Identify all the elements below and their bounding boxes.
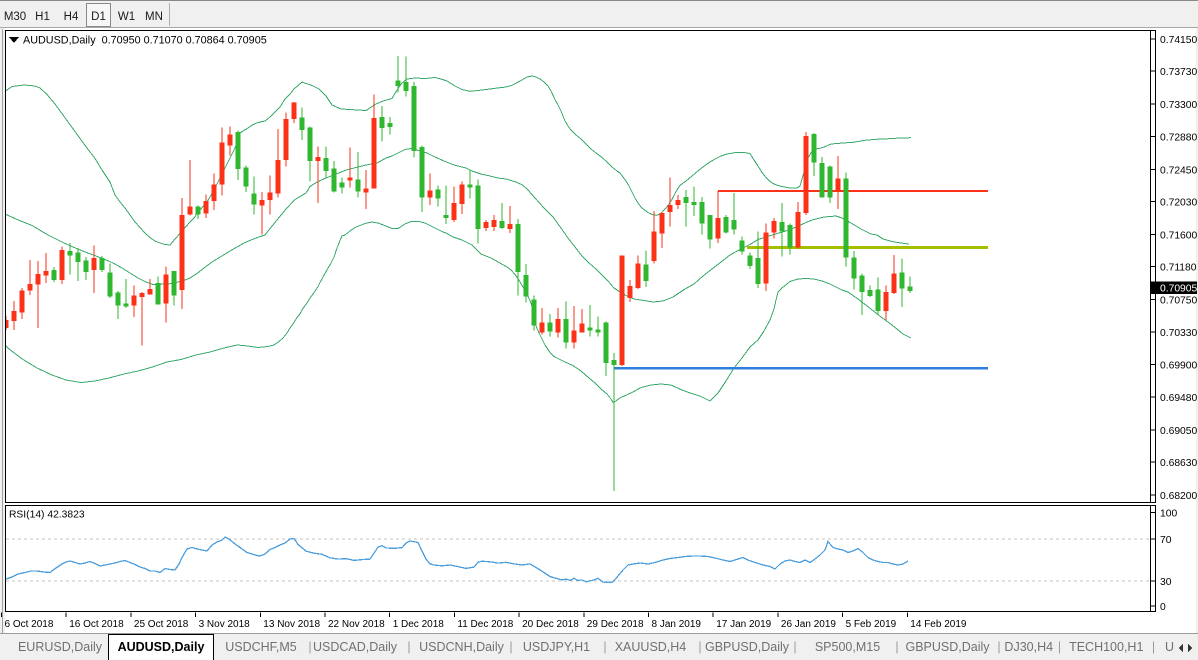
svg-text:MN: MN [145, 11, 163, 23]
svg-text:XAUUSD,H4: XAUUSD,H4 [615, 640, 687, 654]
svg-text:D1: D1 [91, 11, 106, 23]
svg-text:70: 70 [1160, 535, 1172, 546]
svg-text:GBPUSD,Daily: GBPUSD,Daily [705, 640, 790, 654]
svg-text:13 Nov 2018: 13 Nov 2018 [263, 619, 320, 630]
svg-text:0: 0 [1160, 602, 1166, 613]
svg-text:14 Feb 2019: 14 Feb 2019 [910, 619, 967, 630]
svg-text:AUDUSD,Daily: AUDUSD,Daily [118, 640, 205, 654]
svg-text:H1: H1 [35, 11, 50, 23]
svg-text:|: | [407, 640, 410, 654]
svg-text:USDCHF,M5: USDCHF,M5 [225, 640, 297, 654]
svg-text:|: | [1058, 640, 1061, 654]
svg-text:|: | [997, 640, 1000, 654]
svg-text:25 Oct 2018: 25 Oct 2018 [134, 619, 189, 630]
svg-text:SP500,M15: SP500,M15 [815, 640, 880, 654]
svg-text:|: | [308, 640, 311, 654]
svg-text:USDJPY,H1: USDJPY,H1 [523, 640, 590, 654]
svg-text:U: U [1165, 640, 1174, 654]
svg-text:AUDUSD,Daily 0.70950 0.71070: AUDUSD,Daily 0.70950 0.71070 0.70864 0.7… [23, 35, 267, 47]
svg-text:|: | [603, 640, 606, 654]
svg-text:0.72880: 0.72880 [1160, 132, 1197, 143]
svg-text:M30: M30 [4, 11, 26, 23]
svg-text:DJ30,H4: DJ30,H4 [1004, 640, 1053, 654]
svg-text:0.69480: 0.69480 [1160, 393, 1197, 404]
svg-text:1 Dec 2018: 1 Dec 2018 [393, 619, 445, 630]
svg-text:100: 100 [1160, 509, 1177, 520]
svg-text:|: | [793, 640, 796, 654]
svg-text:RSI(14) 42.3823: RSI(14) 42.3823 [9, 510, 85, 521]
svg-text:|: | [895, 640, 898, 654]
svg-text:5 Feb 2019: 5 Feb 2019 [846, 619, 897, 630]
svg-text:GBPUSD,Daily: GBPUSD,Daily [905, 640, 990, 654]
svg-text:30: 30 [1160, 577, 1172, 588]
svg-text:EURUSD,Daily: EURUSD,Daily [18, 640, 103, 654]
svg-text:20 Dec 2018: 20 Dec 2018 [522, 619, 579, 630]
svg-text:|: | [698, 640, 701, 654]
svg-text:8 Jan 2019: 8 Jan 2019 [652, 619, 702, 630]
svg-text:16 Oct 2018: 16 Oct 2018 [69, 619, 124, 630]
svg-text:|: | [509, 640, 512, 654]
svg-text:22 Nov 2018: 22 Nov 2018 [328, 619, 385, 630]
svg-text:USDCNH,Daily: USDCNH,Daily [419, 640, 504, 654]
svg-text:11 Dec 2018: 11 Dec 2018 [457, 619, 513, 630]
svg-text:0.70905: 0.70905 [1160, 284, 1197, 295]
svg-text:0.72030: 0.72030 [1160, 198, 1197, 209]
svg-text:TECH100,H1: TECH100,H1 [1069, 640, 1143, 654]
svg-text:USDCAD,Daily: USDCAD,Daily [313, 640, 398, 654]
svg-text:0.70750: 0.70750 [1160, 296, 1197, 307]
svg-text:0.69050: 0.69050 [1160, 426, 1197, 437]
svg-text:0.70330: 0.70330 [1160, 328, 1197, 339]
svg-text:0.69900: 0.69900 [1160, 361, 1197, 372]
svg-text:6 Oct 2018: 6 Oct 2018 [5, 619, 54, 630]
svg-text:17 Jan 2019: 17 Jan 2019 [716, 619, 771, 630]
svg-text:29 Dec 2018: 29 Dec 2018 [587, 619, 644, 630]
svg-text:W1: W1 [118, 11, 135, 23]
svg-text:H4: H4 [64, 11, 79, 23]
svg-text:0.74150: 0.74150 [1160, 35, 1197, 46]
svg-text:0.72450: 0.72450 [1160, 165, 1197, 176]
svg-text:|: | [1152, 640, 1155, 654]
svg-text:0.71600: 0.71600 [1160, 230, 1197, 241]
svg-text:26 Jan 2019: 26 Jan 2019 [781, 619, 836, 630]
svg-text:0.68630: 0.68630 [1160, 458, 1197, 469]
svg-text:3 Nov 2018: 3 Nov 2018 [199, 619, 251, 630]
svg-text:0.73300: 0.73300 [1160, 100, 1197, 111]
svg-text:0.71180: 0.71180 [1160, 263, 1197, 274]
svg-text:0.68200: 0.68200 [1160, 491, 1197, 502]
svg-text:0.73730: 0.73730 [1160, 67, 1197, 78]
